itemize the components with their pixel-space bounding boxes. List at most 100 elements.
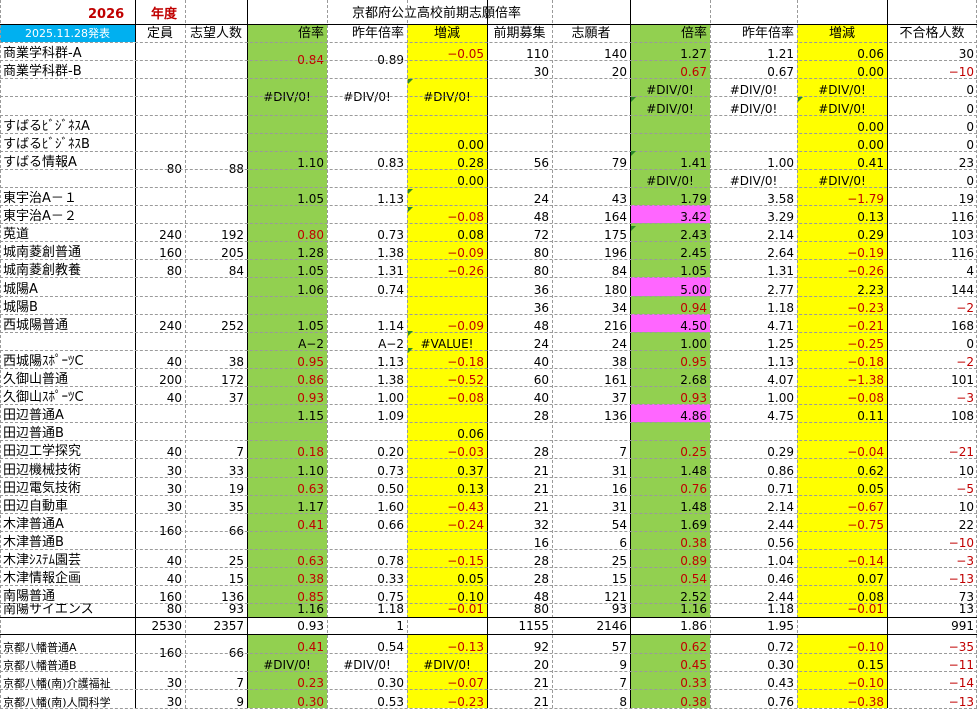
cell-c7[interactable]: 80 [533, 246, 549, 259]
cell-c3[interactable]: 19 [228, 482, 244, 495]
cell-c9[interactable]: 4.86 [630, 404, 710, 422]
cell-c9[interactable]: 0.38 [680, 536, 707, 549]
cell-c4[interactable]: 1.05 [297, 264, 324, 277]
cell-c12[interactable]: 116 [951, 210, 974, 223]
cell-c5[interactable]: 0.50 [377, 482, 404, 495]
cell-c12[interactable]: 30 [958, 47, 974, 60]
cell-c8[interactable]: 31 [611, 464, 627, 477]
cell-c2[interactable]: 30 [166, 464, 182, 477]
column-header[interactable]: 志望人数 [189, 25, 242, 41]
cell-c10[interactable]: 1.04 [767, 554, 794, 567]
cell-c11[interactable]: −0.04 [847, 445, 884, 458]
column-header[interactable]: 昨年倍率 [741, 25, 794, 41]
cell-c10[interactable]: 2.44 [767, 590, 794, 603]
cell-c10[interactable]: 1.18 [767, 301, 794, 314]
cell-c6[interactable]: 0.00 [457, 174, 484, 187]
cell-c12[interactable]: −11 [948, 658, 974, 671]
cell-c2[interactable]: 160 [159, 645, 182, 660]
cell-c3[interactable]: 84 [228, 264, 244, 277]
cell-c11[interactable]: 0.06 [857, 47, 884, 60]
cell-c4[interactable] [247, 422, 327, 440]
cell-c8[interactable]: 31 [611, 500, 627, 513]
cell-c10[interactable]: 0.30 [767, 658, 794, 671]
cell-c2[interactable]: 40 [166, 554, 182, 567]
cell-c9[interactable]: 0.62 [680, 640, 707, 653]
cell-c2[interactable]: 30 [166, 500, 182, 513]
cell-c11[interactable]: #DIV/0! [818, 83, 866, 96]
cell-c7[interactable]: 80 [533, 603, 549, 615]
cell-c7[interactable]: 36 [533, 301, 549, 314]
cell-c5[interactable]: 1.18 [377, 603, 404, 615]
cell-c12[interactable]: 103 [951, 228, 974, 241]
cell-name[interactable]: 西城陽ｽﾎﾟｰﾂC [3, 354, 84, 368]
cell-c12[interactable]: −13 [948, 572, 974, 585]
cell-c6[interactable]: 0.05 [457, 572, 484, 585]
cell-c9[interactable]: 1.27 [680, 47, 707, 60]
cell-name[interactable]: 田辺電気技術 [3, 481, 82, 495]
cell-c5[interactable]: 0.66 [377, 518, 404, 531]
cell-c11[interactable]: −1.38 [847, 373, 884, 386]
cell-c8[interactable]: 25 [611, 554, 627, 567]
cell-c11[interactable]: −0.23 [847, 301, 884, 314]
cell-c11[interactable]: −0.14 [847, 554, 884, 567]
cell-c9[interactable]: #DIV/0! [646, 83, 694, 96]
cell-c3[interactable]: 9 [236, 695, 244, 708]
cell-c7[interactable] [487, 169, 552, 187]
cell-c6[interactable]: −0.13 [447, 640, 484, 653]
cell-c7[interactable]: 28 [533, 409, 549, 422]
column-header[interactable]: 倍率 [630, 24, 710, 42]
cell-c7[interactable] [487, 115, 552, 133]
cell-c5[interactable]: 1.00 [377, 391, 404, 404]
cell-c6[interactable]: −0.26 [447, 264, 484, 277]
cell-c2[interactable] [135, 42, 185, 60]
cell-name[interactable]: 田辺工学探究 [3, 444, 82, 458]
cell-c4[interactable]: 1.15 [297, 409, 324, 422]
cell-c12[interactable]: 19 [958, 192, 974, 205]
cell-c3[interactable]: 7 [236, 676, 244, 689]
cell-c9[interactable] [630, 115, 710, 133]
cell-c4[interactable]: 0.95 [297, 355, 324, 368]
cell-c5[interactable]: A−2 [378, 337, 404, 350]
cell-c9[interactable]: 1.48 [680, 464, 707, 477]
cell-c8[interactable] [552, 78, 630, 96]
cell-c6[interactable]: #VALUE! [420, 337, 474, 350]
cell-name[interactable]: 莵道 [3, 227, 30, 241]
cell-name[interactable]: 城陽B [3, 300, 38, 314]
cell-c3[interactable]: 136 [221, 590, 244, 603]
cell-c4[interactable]: 0.38 [297, 572, 324, 585]
cell-c3[interactable]: 66 [228, 645, 244, 660]
cell-name[interactable]: 西城陽普通 [3, 318, 69, 332]
cell-c6[interactable]: 0.13 [457, 482, 484, 495]
cell-c10[interactable]: 2.44 [767, 518, 794, 531]
cell-c6[interactable]: −0.09 [447, 246, 484, 259]
cell-name[interactable]: 田辺普通A [3, 408, 64, 422]
cell-name[interactable]: 城南菱創普通 [3, 245, 82, 259]
cell-c11[interactable]: −0.01 [847, 603, 884, 615]
cell-c7[interactable]: 21 [533, 500, 549, 513]
cell-c12[interactable]: 23 [958, 156, 974, 169]
cell-c2[interactable] [135, 96, 185, 115]
cell-c5[interactable]: 1.13 [377, 192, 404, 205]
cell-name[interactable]: 田辺機械技術 [3, 463, 82, 477]
cell-c10[interactable]: #DIV/0! [729, 174, 778, 187]
cell-c4[interactable] [247, 296, 327, 314]
cell-c7[interactable]: 48 [533, 590, 549, 603]
cell-c6[interactable]: −0.23 [447, 695, 484, 708]
cell-c11[interactable]: −0.18 [847, 355, 884, 368]
cell-c8[interactable]: 15 [611, 572, 627, 585]
cell-c3[interactable] [185, 96, 247, 115]
cell-name[interactable] [0, 169, 135, 187]
cell-c5[interactable]: 0.53 [377, 695, 404, 708]
cell-c9[interactable]: 0.54 [680, 572, 707, 585]
cell-c9[interactable]: 0.95 [680, 355, 707, 368]
cell-c4[interactable]: #DIV/0! [263, 658, 311, 671]
cell-c10[interactable] [710, 133, 797, 151]
cell-c10[interactable]: 2.14 [767, 500, 794, 513]
cell-c10[interactable]: 3.58 [767, 192, 794, 205]
cell-name[interactable]: 京都八幡(南)人間科学 [3, 696, 111, 708]
cell-c5[interactable]: 0.33 [377, 572, 404, 585]
cell-c5[interactable]: 1.60 [377, 500, 404, 513]
cell-c12[interactable]: −2 [956, 355, 974, 368]
cell-c4[interactable] [247, 205, 327, 223]
cell-c12[interactable]: −2 [956, 301, 974, 314]
